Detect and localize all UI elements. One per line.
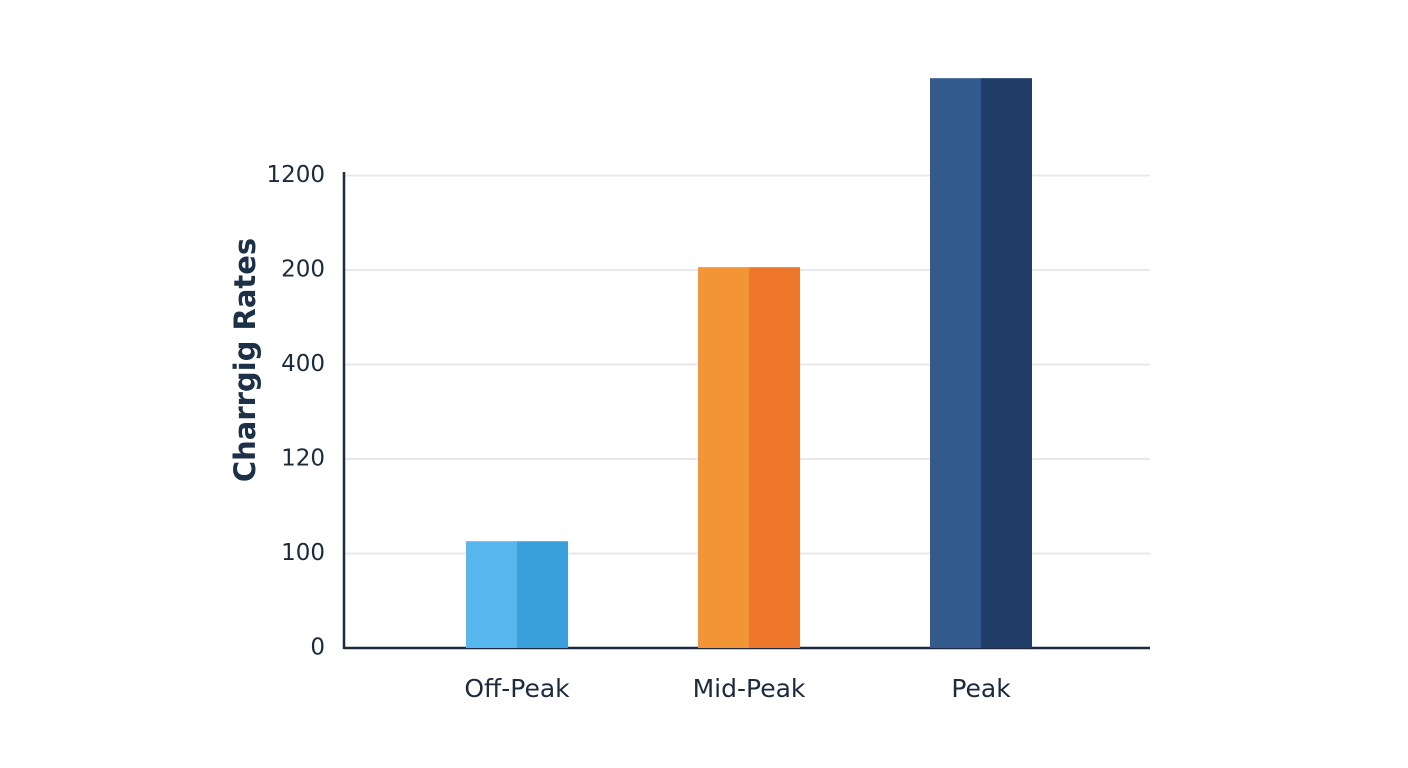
x-tick-label: Mid-Peak — [693, 674, 806, 703]
y-tick-label: 100 — [281, 540, 325, 566]
y-tick-label: 1200 — [266, 162, 325, 188]
x-tick-label: Off-Peak — [464, 674, 570, 703]
x-tick-label: Peak — [951, 674, 1011, 703]
bar — [930, 78, 1032, 649]
bar — [698, 267, 800, 648]
y-tick-label: 0 — [310, 635, 325, 661]
y-tick-label: 120 — [281, 446, 325, 472]
bar — [466, 541, 568, 648]
y-tick-label: 400 — [281, 351, 325, 377]
y-axis-title: Charrgig Rates — [228, 238, 262, 482]
y-tick-label: 200 — [281, 257, 325, 283]
